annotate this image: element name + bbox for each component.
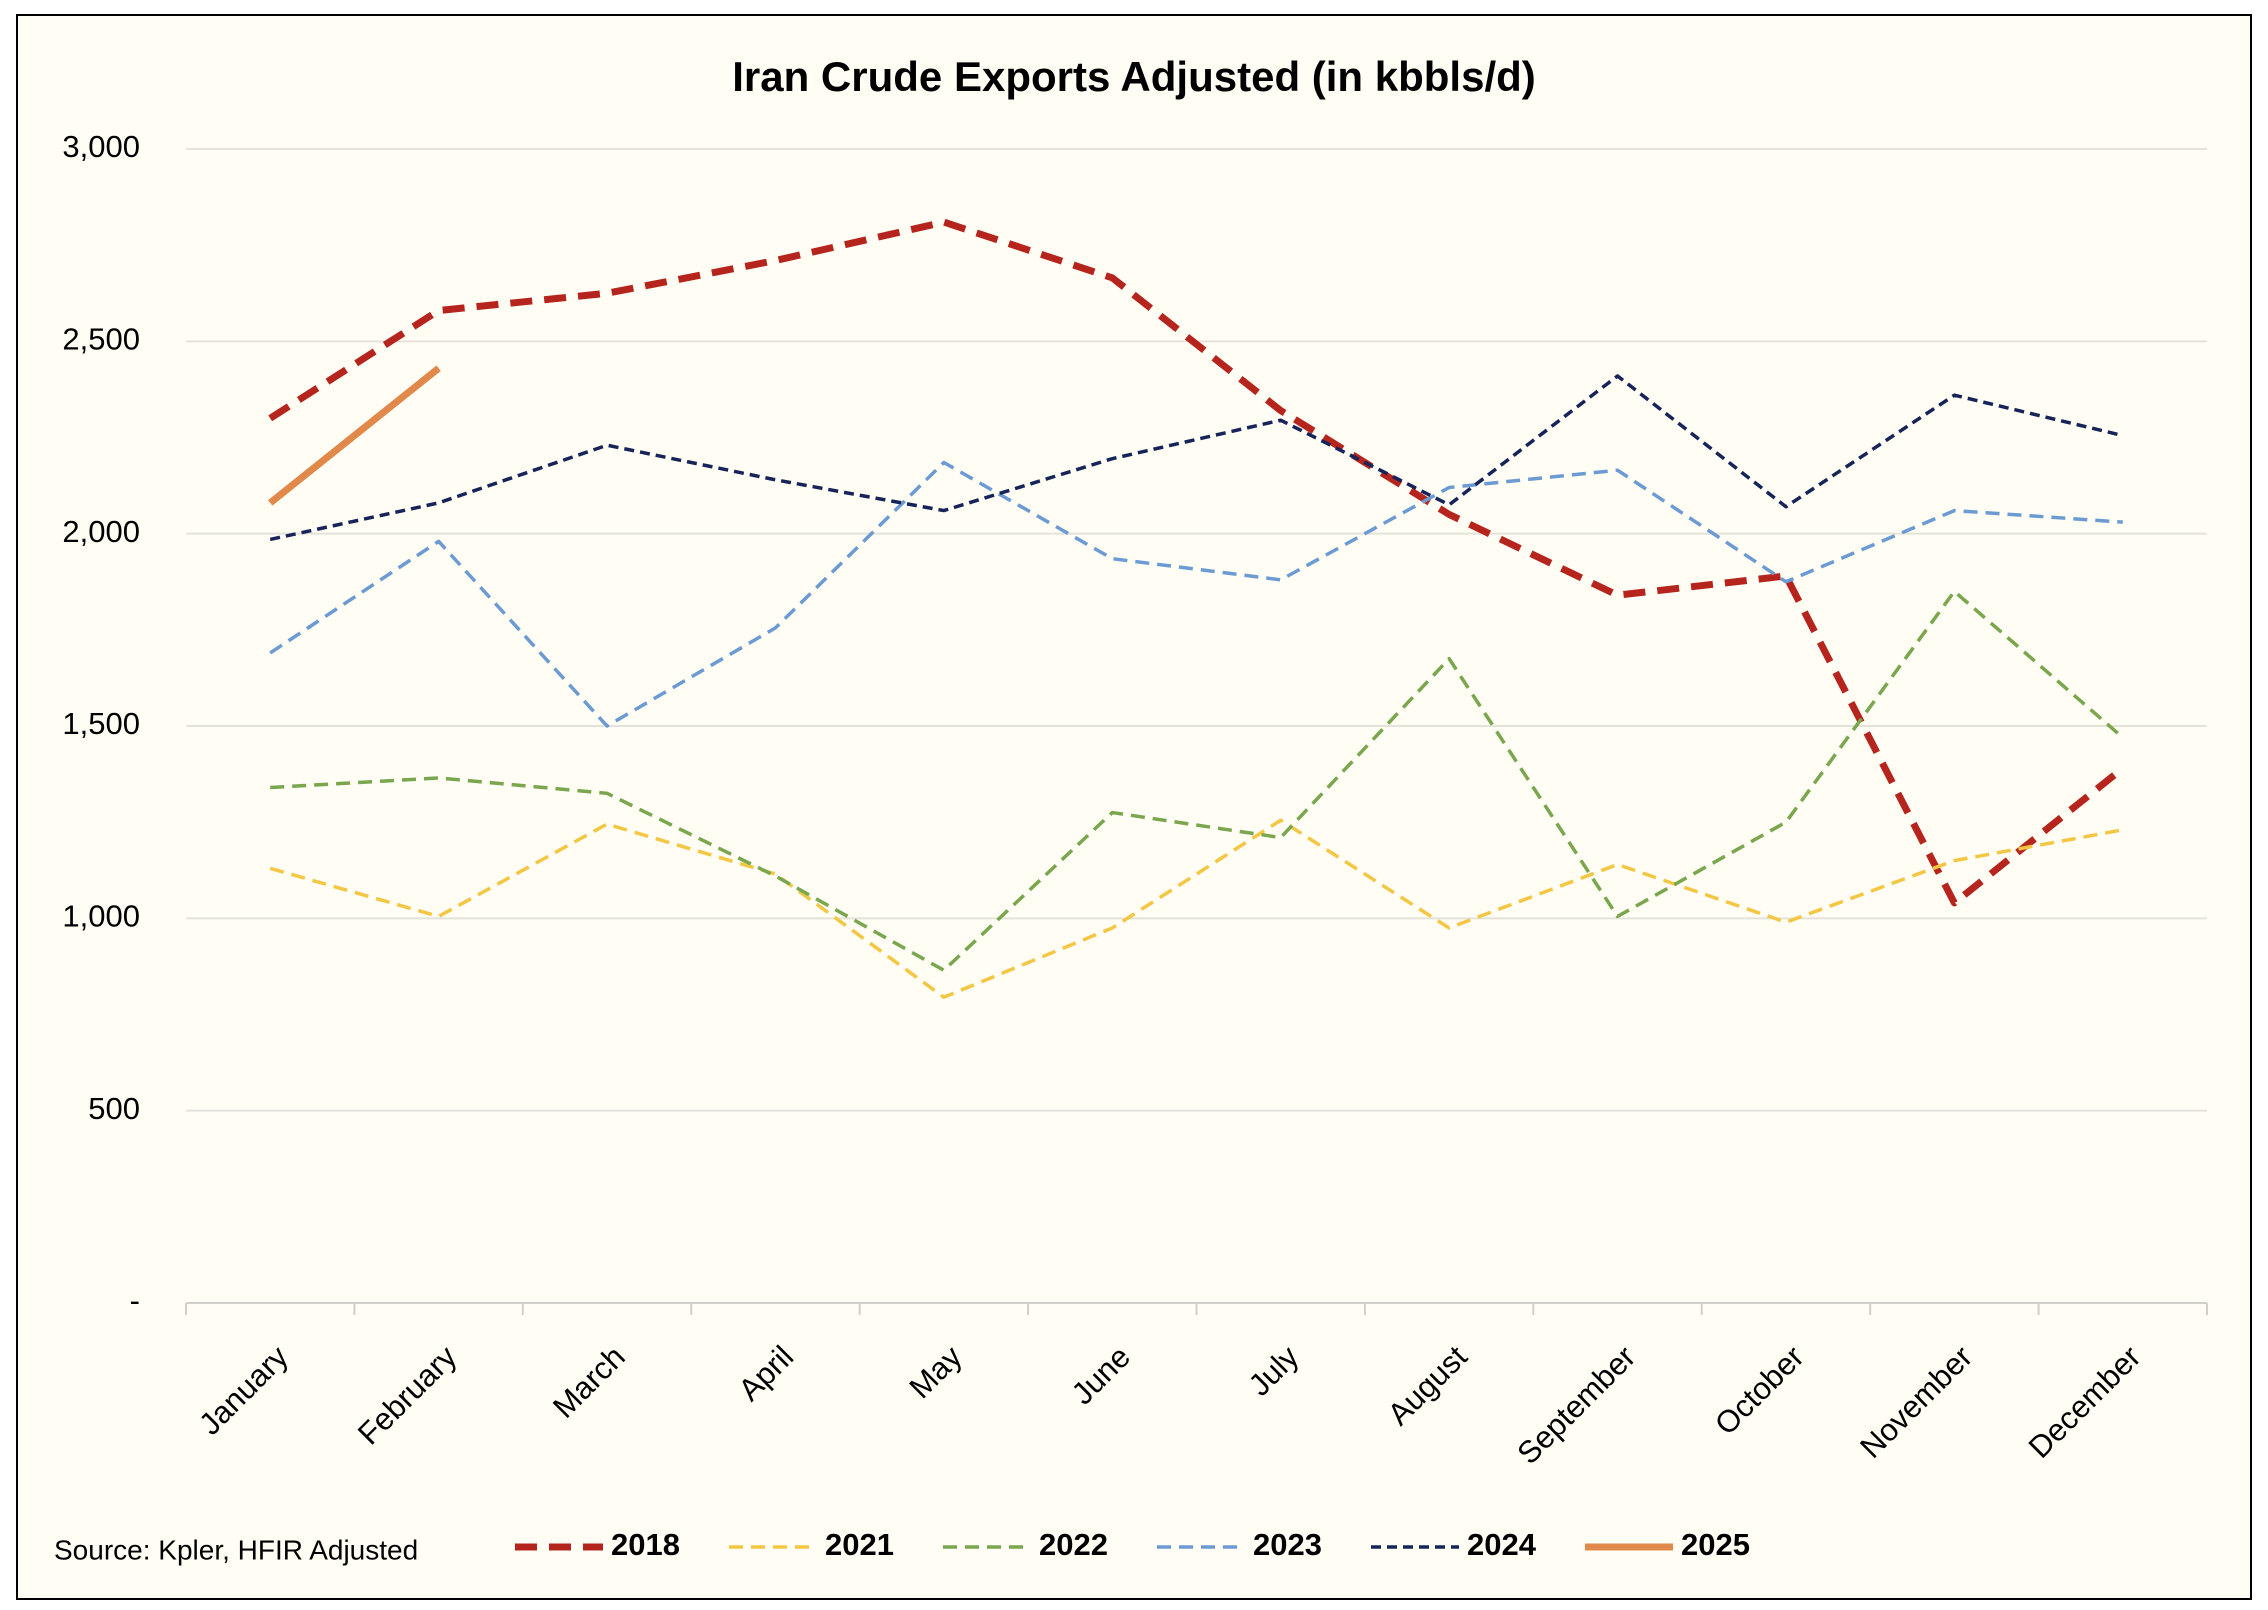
series-line bbox=[269, 818, 2124, 999]
series-line bbox=[268, 365, 441, 506]
y-tick-label: 2,000 bbox=[62, 514, 140, 549]
y-tick-label: 1,000 bbox=[62, 899, 140, 934]
y-tick-label: 1,500 bbox=[62, 706, 140, 741]
legend-label: 2023 bbox=[1253, 1527, 1322, 1562]
source-note: Source: Kpler, HFIR Adjusted bbox=[54, 1534, 418, 1565]
y-tick-label: 3,000 bbox=[62, 129, 140, 164]
chart-frame bbox=[16, 14, 2252, 1600]
series-line bbox=[269, 374, 2124, 542]
legend-label: 2024 bbox=[1467, 1527, 1537, 1562]
legend-label: 2021 bbox=[825, 1527, 894, 1562]
series-line bbox=[268, 218, 2125, 907]
legend-label: 2022 bbox=[1039, 1527, 1108, 1562]
chart-title: Iran Crude Exports Adjusted (in kbbls/d) bbox=[732, 53, 1536, 100]
y-tick-label: 2,500 bbox=[62, 322, 140, 357]
series-line bbox=[270, 589, 2124, 973]
legend-label: 2025 bbox=[1681, 1527, 1750, 1562]
y-tick-label: 500 bbox=[88, 1091, 140, 1126]
y-tick-label: - bbox=[130, 1283, 140, 1318]
legend-label: 2018 bbox=[611, 1527, 680, 1562]
